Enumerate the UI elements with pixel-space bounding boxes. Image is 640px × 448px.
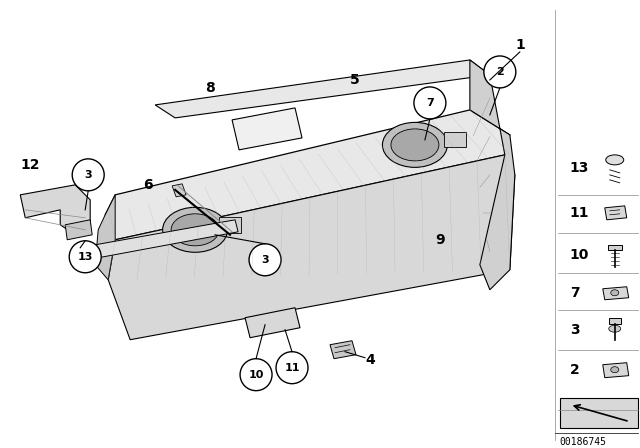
- Text: 3: 3: [570, 323, 579, 337]
- Text: 3: 3: [261, 255, 269, 265]
- Text: 8: 8: [205, 81, 215, 95]
- Polygon shape: [65, 220, 92, 240]
- Ellipse shape: [391, 129, 439, 161]
- Circle shape: [249, 244, 281, 276]
- Text: 6: 6: [143, 178, 153, 192]
- Circle shape: [69, 241, 101, 273]
- Polygon shape: [108, 155, 515, 340]
- Text: 5: 5: [350, 73, 360, 87]
- Text: 1: 1: [515, 38, 525, 52]
- Polygon shape: [172, 184, 186, 197]
- Circle shape: [240, 359, 272, 391]
- Polygon shape: [330, 341, 356, 359]
- Polygon shape: [609, 318, 621, 324]
- Ellipse shape: [163, 207, 228, 252]
- Text: 11: 11: [570, 206, 589, 220]
- Ellipse shape: [611, 367, 619, 373]
- Text: 11: 11: [284, 363, 300, 373]
- Text: 10: 10: [570, 248, 589, 262]
- Circle shape: [72, 159, 104, 191]
- Text: 13: 13: [570, 161, 589, 175]
- Polygon shape: [95, 195, 115, 280]
- Polygon shape: [105, 110, 510, 240]
- Text: 2: 2: [570, 363, 580, 377]
- Text: 7: 7: [570, 286, 579, 300]
- Ellipse shape: [383, 122, 447, 168]
- Text: 2: 2: [496, 67, 504, 77]
- Polygon shape: [232, 108, 302, 150]
- Text: 10: 10: [248, 370, 264, 380]
- Ellipse shape: [605, 155, 624, 165]
- Ellipse shape: [171, 214, 219, 246]
- Polygon shape: [20, 185, 90, 235]
- Text: 9: 9: [435, 233, 445, 247]
- Text: 13: 13: [77, 252, 93, 262]
- Polygon shape: [155, 60, 490, 118]
- Polygon shape: [95, 220, 238, 258]
- Circle shape: [276, 352, 308, 383]
- Ellipse shape: [611, 290, 619, 296]
- Text: 3: 3: [84, 170, 92, 180]
- Ellipse shape: [609, 325, 621, 332]
- Polygon shape: [605, 206, 627, 220]
- Polygon shape: [608, 245, 621, 250]
- Polygon shape: [603, 287, 628, 300]
- FancyBboxPatch shape: [219, 217, 241, 233]
- FancyBboxPatch shape: [444, 132, 466, 147]
- Text: 4: 4: [365, 353, 375, 367]
- Text: 7: 7: [426, 98, 434, 108]
- Polygon shape: [470, 60, 515, 290]
- Polygon shape: [245, 308, 300, 338]
- Circle shape: [414, 87, 446, 119]
- Circle shape: [484, 56, 516, 88]
- Polygon shape: [603, 363, 628, 378]
- Text: 12: 12: [20, 158, 40, 172]
- Text: 00186745: 00186745: [560, 437, 607, 447]
- Polygon shape: [560, 398, 637, 428]
